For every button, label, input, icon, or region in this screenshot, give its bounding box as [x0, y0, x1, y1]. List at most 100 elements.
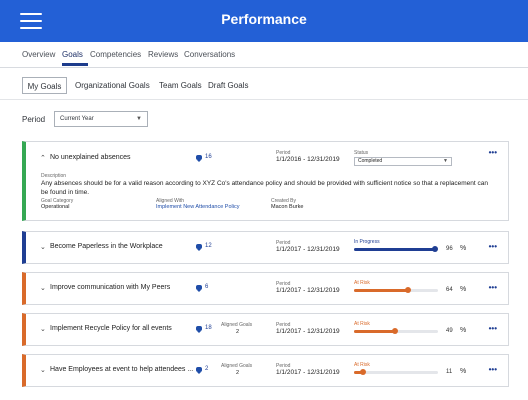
chevron-down-icon[interactable]: ⌄: [40, 367, 46, 374]
goal-title[interactable]: No unexplained absences: [50, 154, 131, 161]
more-options-icon[interactable]: •••: [488, 324, 497, 333]
nav-conversations[interactable]: Conversations: [184, 50, 236, 59]
percent-symbol: %: [460, 327, 467, 334]
goal-title[interactable]: Improve communication with My Peers: [50, 284, 171, 291]
comment-icon: [196, 284, 202, 292]
nav-competencies[interactable]: Competencies: [90, 50, 142, 59]
progress-value: 11: [446, 369, 453, 375]
comment-icon: [196, 325, 202, 333]
progress-track: [354, 246, 438, 252]
goal-title[interactable]: Implement Recycle Policy for all events: [50, 325, 172, 332]
progress-handle[interactable]: [360, 369, 367, 375]
page-title: Performance: [221, 11, 307, 27]
comment-count-value: 18: [205, 325, 212, 331]
period-label: Period: [276, 322, 291, 328]
goal-card[interactable]: ⌄ Improve communication with My Peers 6 …: [22, 272, 509, 305]
aligned-with-link[interactable]: Implement New Attendance Policy: [156, 204, 240, 210]
subtab-team-goals[interactable]: Team Goals: [159, 81, 202, 90]
progress-track: [354, 287, 438, 293]
progress-handle[interactable]: [392, 328, 399, 334]
more-options-icon[interactable]: •••: [488, 365, 497, 374]
chevron-down-icon: ▼: [136, 116, 142, 122]
hamburger-menu-icon[interactable]: [20, 12, 42, 30]
progress-track: [354, 369, 438, 375]
progress-value: 96: [446, 246, 453, 252]
comment-icon: [196, 243, 202, 251]
chevron-down-icon: ▼: [443, 158, 448, 164]
description-label: Description: [41, 173, 67, 179]
subtab-my-goals[interactable]: My Goals: [22, 77, 67, 94]
period-value: 1/1/2016 - 12/31/2019: [276, 156, 340, 163]
goal-card[interactable]: ⌄ Become Paperless in the Workplace 12 P…: [22, 231, 509, 264]
comment-count[interactable]: 16: [196, 154, 212, 162]
period-value: 1/1/2017 - 12/31/2019: [276, 328, 340, 335]
progress-fill: [354, 248, 435, 251]
created-by-label: Created By: [271, 198, 297, 204]
period-label: Period: [276, 363, 291, 369]
nav-reviews[interactable]: Reviews: [148, 50, 179, 59]
period-value: 1/1/2017 - 12/31/2019: [276, 369, 340, 376]
aligned-with-label: Aligned With: [156, 198, 185, 204]
status-text: At Risk: [354, 362, 370, 368]
comment-icon: [196, 154, 202, 162]
comment-icon: [196, 366, 202, 374]
nav-goals[interactable]: Goals: [62, 50, 83, 59]
aligned-goals-label: Aligned Goals: [221, 322, 253, 328]
more-options-icon[interactable]: •••: [488, 283, 497, 292]
comment-count[interactable]: 12: [196, 243, 212, 251]
goal-subtabs: My Goals Organizational Goals Team Goals…: [0, 68, 528, 100]
subtab-draft-goals[interactable]: Draft Goals: [208, 81, 249, 90]
status-dropdown[interactable]: Completed ▼: [354, 157, 452, 166]
goal-title[interactable]: Have Employees at event to help attendee…: [50, 366, 194, 373]
aligned-goals-label: Aligned Goals: [221, 363, 253, 369]
progress-handle[interactable]: [431, 246, 438, 252]
comment-count[interactable]: 2: [196, 366, 208, 374]
goal-card[interactable]: ⌄ Implement Recycle Policy for all event…: [22, 313, 509, 346]
aligned-goals-value[interactable]: 2: [236, 370, 240, 376]
progress-fill: [354, 371, 364, 374]
progress-value: 49: [446, 328, 453, 334]
progress-track: [354, 328, 438, 334]
app-header: Performance: [0, 0, 528, 42]
period-label: Period: [276, 240, 291, 246]
more-options-icon[interactable]: •••: [488, 242, 497, 251]
chevron-up-icon[interactable]: ⌃: [40, 155, 46, 162]
comment-count-value: 16: [205, 154, 212, 160]
goal-card[interactable]: ⌄ Have Employees at event to help attend…: [22, 354, 509, 387]
created-by-value: Macon Burke: [271, 204, 304, 210]
comment-count-value: 6: [205, 284, 209, 290]
percent-symbol: %: [460, 368, 467, 375]
more-options-icon[interactable]: •••: [488, 148, 497, 157]
goal-description: Any absences should be for a valid reaso…: [41, 180, 489, 196]
goal-title[interactable]: Become Paperless in the Workplace: [50, 243, 163, 250]
subtab-organizational-goals[interactable]: Organizational Goals: [75, 81, 150, 90]
chevron-down-icon[interactable]: ⌄: [40, 244, 46, 251]
comment-count[interactable]: 18: [196, 325, 212, 333]
chevron-down-icon[interactable]: ⌄: [40, 285, 46, 292]
status-text: At Risk: [354, 280, 370, 286]
goal-category-value: Operational: [41, 204, 70, 210]
period-value: 1/1/2017 - 12/31/2019: [276, 287, 340, 294]
status-dropdown-value: Completed: [358, 158, 383, 164]
period-label: Period: [276, 281, 291, 287]
period-value: 1/1/2017 - 12/31/2019: [276, 246, 340, 253]
percent-symbol: %: [460, 286, 467, 293]
nav-active-indicator: [62, 63, 88, 66]
period-filter-label: Period: [22, 115, 46, 124]
progress-fill: [354, 330, 396, 333]
progress-value: 64: [446, 287, 453, 293]
nav-overview[interactable]: Overview: [22, 50, 56, 59]
progress-handle[interactable]: [404, 287, 411, 293]
period-dropdown[interactable]: Current Year ▼: [54, 111, 148, 127]
chevron-down-icon[interactable]: ⌄: [40, 326, 46, 333]
goal-card[interactable]: ⌃ No unexplained absences 16 Period 1/1/…: [22, 141, 509, 221]
status-text: In Progress: [354, 239, 380, 245]
aligned-goals-value[interactable]: 2: [236, 329, 240, 335]
comment-count-value: 12: [205, 243, 212, 249]
status-text: At Risk: [354, 321, 370, 327]
percent-symbol: %: [460, 245, 467, 252]
comment-count[interactable]: 6: [196, 284, 209, 292]
period-dropdown-value: Current Year: [60, 116, 94, 122]
period-label: Period: [276, 150, 291, 156]
status-label: Status: [354, 150, 369, 156]
